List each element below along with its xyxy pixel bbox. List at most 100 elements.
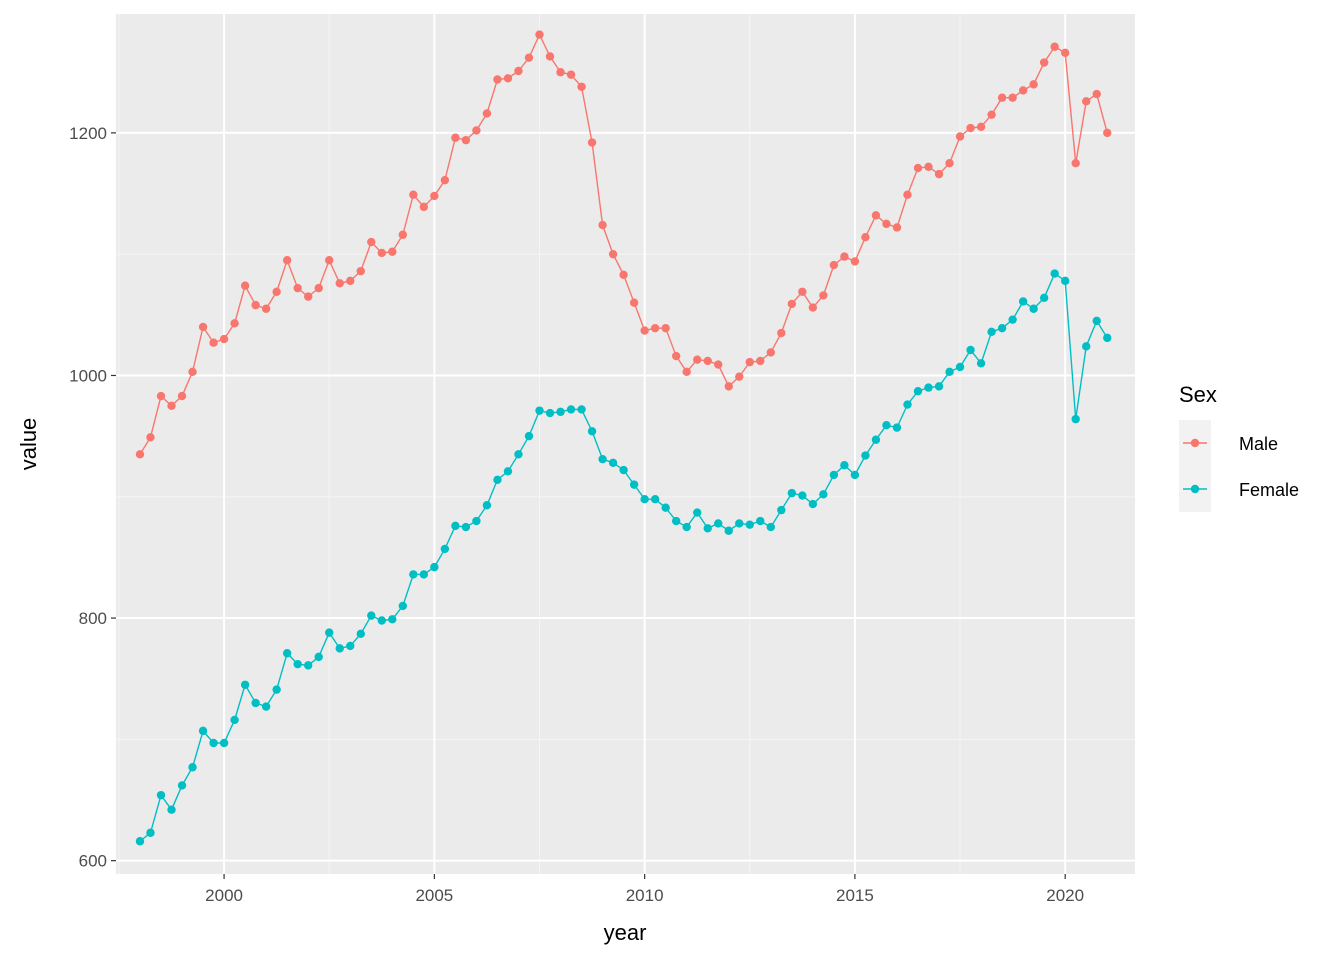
data-point-male bbox=[840, 252, 849, 261]
data-point-male bbox=[1082, 97, 1091, 106]
data-point-female bbox=[745, 520, 754, 529]
x-tick-label: 2020 bbox=[1046, 886, 1084, 905]
data-point-female bbox=[535, 406, 544, 415]
data-point-female bbox=[451, 521, 460, 531]
data-point-male bbox=[388, 247, 397, 256]
data-point-male bbox=[293, 283, 302, 293]
data-point-female bbox=[272, 685, 281, 694]
data-point-male bbox=[819, 291, 828, 300]
data-point-female bbox=[1082, 342, 1091, 351]
data-point-male bbox=[787, 299, 797, 309]
data-point-male bbox=[419, 202, 429, 212]
data-point-female bbox=[409, 570, 418, 579]
data-point-female bbox=[756, 516, 765, 526]
data-point-female bbox=[209, 738, 218, 748]
data-point-male bbox=[997, 93, 1007, 102]
data-point-male bbox=[409, 190, 418, 199]
data-point-female bbox=[472, 516, 481, 526]
x-tick-label: 2015 bbox=[836, 886, 874, 905]
data-point-male bbox=[335, 279, 344, 288]
data-point-male bbox=[577, 82, 586, 91]
data-point-male bbox=[451, 133, 460, 142]
data-point-male bbox=[871, 211, 881, 220]
data-point-female bbox=[640, 494, 649, 504]
data-point-female bbox=[1039, 293, 1049, 303]
data-point-female bbox=[997, 323, 1007, 333]
data-point-female bbox=[251, 698, 260, 708]
x-axis-title: year bbox=[604, 920, 647, 945]
data-point-female bbox=[903, 400, 912, 409]
data-point-male bbox=[587, 138, 597, 147]
data-point-male bbox=[461, 135, 471, 145]
data-point-male bbox=[777, 328, 786, 338]
data-point-female bbox=[682, 522, 691, 532]
data-point-male bbox=[240, 281, 250, 290]
data-point-male bbox=[472, 126, 481, 135]
data-point-female bbox=[724, 526, 733, 535]
data-point-female bbox=[156, 790, 166, 800]
data-point-male bbox=[661, 323, 670, 333]
data-point-female bbox=[850, 470, 860, 480]
y-tick-label: 1000 bbox=[69, 366, 107, 385]
data-point-male bbox=[650, 323, 660, 333]
data-point-male bbox=[356, 266, 365, 276]
data-point-female bbox=[808, 499, 818, 509]
data-point-female bbox=[598, 454, 607, 464]
data-point-male bbox=[398, 230, 408, 239]
data-point-male bbox=[556, 68, 565, 77]
data-point-female bbox=[703, 524, 712, 533]
data-point-male bbox=[987, 110, 996, 119]
data-point-female bbox=[587, 427, 597, 436]
data-point-male bbox=[934, 169, 944, 179]
series-female bbox=[135, 269, 1112, 846]
data-point-female bbox=[135, 837, 145, 846]
data-point-male bbox=[808, 303, 818, 312]
data-point-female bbox=[629, 480, 639, 489]
data-point-male bbox=[913, 163, 923, 173]
data-point-female bbox=[608, 458, 618, 468]
data-point-male bbox=[146, 433, 155, 442]
legend-item-male: Male bbox=[1183, 434, 1278, 454]
data-point-male bbox=[1092, 89, 1101, 99]
data-point-male bbox=[1071, 158, 1080, 168]
data-point-male bbox=[850, 257, 860, 266]
x-tick-label: 2010 bbox=[626, 886, 664, 905]
major-gridlines bbox=[116, 14, 1135, 874]
data-point-female bbox=[377, 616, 386, 625]
data-point-female bbox=[819, 490, 828, 499]
data-point-female bbox=[440, 544, 450, 554]
data-point-male bbox=[598, 220, 607, 230]
data-point-female bbox=[1029, 304, 1038, 313]
data-point-male bbox=[966, 123, 975, 133]
data-point-male bbox=[535, 30, 544, 39]
data-point-male bbox=[724, 382, 733, 391]
data-point-female bbox=[619, 465, 628, 475]
data-point-male bbox=[135, 450, 145, 459]
data-point-male bbox=[346, 276, 355, 286]
data-point-male bbox=[619, 270, 628, 279]
legend-key-background bbox=[1179, 420, 1211, 512]
data-point-male bbox=[1050, 42, 1059, 51]
data-point-male bbox=[1018, 86, 1028, 95]
data-point-male bbox=[167, 401, 176, 410]
data-point-male bbox=[955, 132, 965, 141]
data-point-female bbox=[514, 450, 523, 459]
data-point-female bbox=[503, 467, 513, 476]
series-layer bbox=[135, 30, 1112, 846]
data-point-female bbox=[356, 629, 365, 639]
data-point-female bbox=[346, 641, 355, 651]
data-point-male bbox=[177, 391, 187, 401]
data-point-female bbox=[545, 408, 555, 418]
data-point-female bbox=[219, 738, 229, 748]
data-point-female bbox=[240, 680, 250, 689]
data-point-female bbox=[388, 615, 397, 624]
data-point-male bbox=[209, 338, 218, 347]
data-point-male bbox=[892, 223, 902, 232]
data-point-male bbox=[325, 256, 334, 265]
data-point-female bbox=[493, 475, 502, 484]
data-point-male bbox=[671, 351, 681, 361]
data-point-male bbox=[629, 298, 639, 307]
y-tick-label: 800 bbox=[79, 609, 107, 628]
data-point-female bbox=[1008, 315, 1017, 324]
